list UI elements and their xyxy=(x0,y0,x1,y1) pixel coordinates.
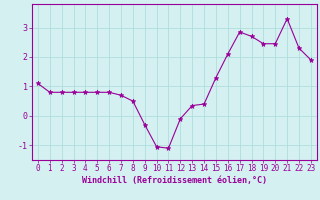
X-axis label: Windchill (Refroidissement éolien,°C): Windchill (Refroidissement éolien,°C) xyxy=(82,176,267,185)
